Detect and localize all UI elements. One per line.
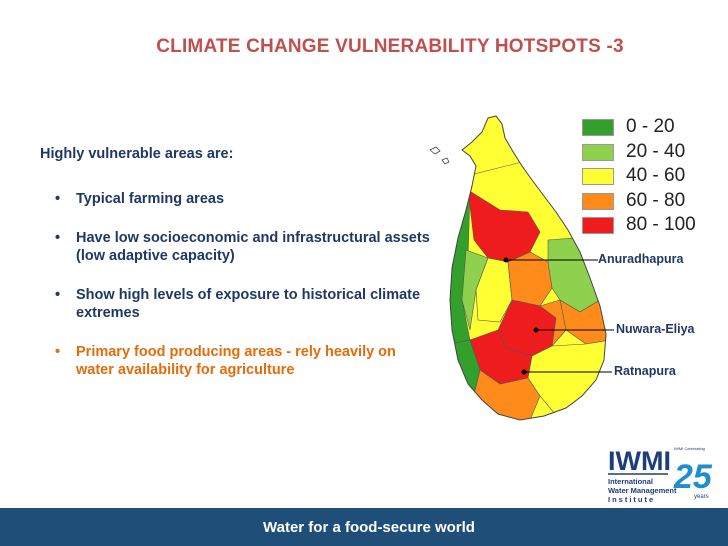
footer-tagline: Water for a food-secure world: [263, 518, 475, 536]
offshore-islands: [429, 146, 450, 165]
bullet-text: Show high levels of exposure to historic…: [76, 287, 421, 321]
bullet-item: • Show high levels of exposure to histori…: [40, 286, 430, 322]
legend-swatch: [582, 192, 614, 210]
label-anuradhapura: Anuradhapura: [598, 252, 684, 266]
bullet-dot: •: [55, 191, 61, 207]
intro-text: Highly vulnerable areas are:: [40, 146, 234, 162]
marker-ratnapura: [521, 369, 527, 375]
label-ratnapura: Ratnapura: [614, 364, 676, 378]
label-nuwara-eliya: Nuwara-Eliya: [616, 322, 695, 336]
legend-swatch: [582, 217, 614, 234]
logo-line3: Institute: [608, 495, 655, 504]
bullet-item: • Have low socioeconomic and infrastructu…: [40, 229, 430, 265]
legend-swatch: [582, 119, 614, 136]
legend-label: 40 - 60: [626, 165, 686, 186]
legend-label: 60 - 80: [626, 189, 686, 211]
legend-swatch: [582, 143, 614, 161]
region-north: [450, 116, 541, 176]
logo-anniversary: 25: [673, 458, 713, 496]
marker-nuwara-eliya: [533, 327, 539, 333]
logo-line2: Water Management: [608, 486, 677, 495]
region-west-coast: [450, 189, 471, 351]
island-outline: [449, 115, 607, 421]
bullet-text: Have low socioeconomic and infrastructur…: [76, 230, 430, 264]
footer-bar: Water for a food-secure world: [0, 508, 728, 546]
bullet-text: Primary food producing areas - rely heav…: [76, 344, 396, 378]
logo-years: years: [694, 494, 709, 500]
region-galle: [450, 339, 481, 420]
bullet-dot: •: [55, 230, 61, 246]
logo-line1: International: [608, 477, 653, 486]
page-title: CLIMATE CHANGE VULNERABILITY HOTSPOTS -3: [156, 36, 624, 57]
legend-label: 20 - 40: [626, 140, 686, 162]
legend-label: 80 - 100: [626, 214, 696, 235]
bullet-item: • Typical farming areas: [40, 190, 430, 208]
bullet-text: Typical farming areas: [76, 191, 225, 207]
legend-swatch: [582, 168, 614, 185]
marker-anuradhapura: [503, 257, 509, 263]
logo-celebrating: IWMI Celebrating: [674, 446, 705, 451]
region-northwest: [461, 249, 489, 331]
vulnerability-map: [429, 115, 614, 421]
bullet-dot: •: [55, 287, 61, 303]
bullet-dot: •: [55, 344, 61, 360]
bullet-item-highlighted: • Primary food producing areas - rely hea…: [40, 343, 430, 379]
logo-wordmark: IWMI: [608, 446, 671, 476]
legend-label: 0 - 20: [626, 116, 675, 137]
region-badulla: [539, 299, 567, 347]
iwmi-logo: IWMI International Water Management Inst…: [608, 446, 713, 504]
bullet-list: • Typical farming areas • Have low socioec…: [40, 190, 430, 400]
